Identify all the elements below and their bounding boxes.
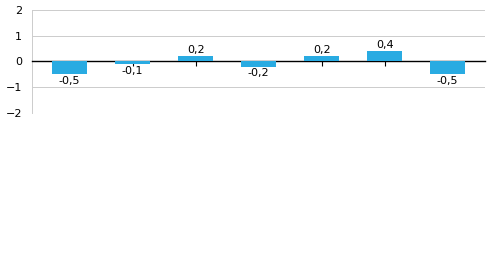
Text: 0,2: 0,2 (313, 45, 330, 55)
Bar (241, 61, 276, 67)
Text: -0,5: -0,5 (437, 76, 459, 86)
Text: 0,2: 0,2 (187, 45, 204, 55)
Bar (178, 56, 213, 61)
Bar (52, 61, 87, 74)
Text: -0,5: -0,5 (59, 76, 81, 86)
Bar (304, 56, 339, 61)
Bar (367, 51, 402, 61)
Text: 0,4: 0,4 (376, 39, 393, 50)
Bar (430, 61, 465, 74)
Bar (115, 61, 150, 64)
Text: -0,2: -0,2 (248, 68, 270, 78)
Text: -0,1: -0,1 (122, 66, 143, 76)
